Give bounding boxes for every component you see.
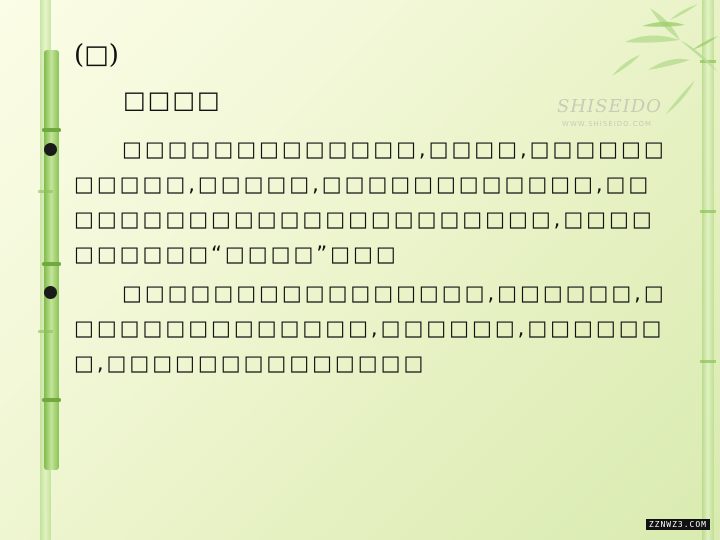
bamboo-right-decoration [612, 0, 718, 540]
brand-url: WWW.SHISEIDO.COM [561, 120, 653, 128]
bamboo-left-decoration [38, 0, 61, 540]
brand-logo: SHISEIDO [557, 96, 662, 117]
watermark: ZZNWZ3.COM [645, 519, 710, 530]
bullet-dot-1 [44, 143, 57, 156]
bullet-dot-2 [44, 286, 57, 299]
section-heading: (□) [74, 40, 119, 70]
paragraph-1: □□□□□□□□□□□□□,□□□□,□□□□□□□□□□□,□□□□□,□□□… [74, 137, 667, 266]
paragraph-2: □□□□□□□□□□□□□□□□,□□□□□□,□□□□□□□□□□□□□□,□… [74, 281, 667, 375]
section-subheading: □□□□ [123, 86, 222, 114]
